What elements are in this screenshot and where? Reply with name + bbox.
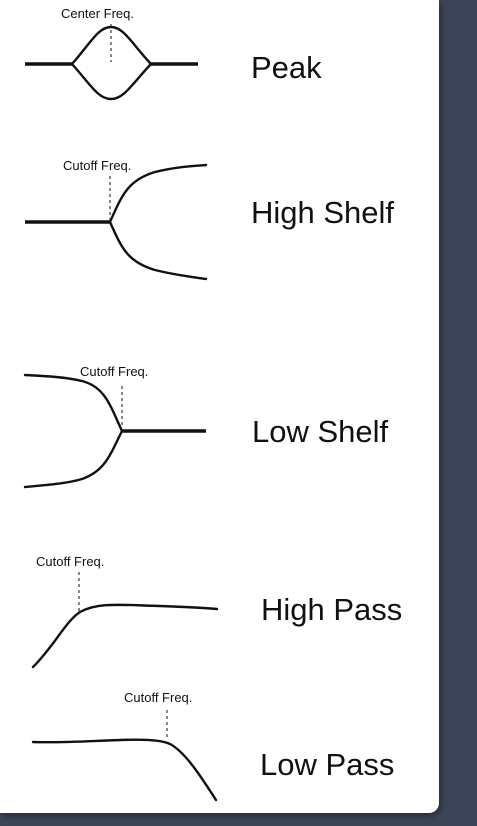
low-shelf-freq-label: Cutoff Freq. xyxy=(80,364,148,379)
filter-types-card: Center Freq. Cutoff Freq. Cutoff Freq. C… xyxy=(0,0,439,813)
low-pass-diagram: Cutoff Freq. xyxy=(31,690,218,802)
low-pass-label: Low Pass xyxy=(260,747,395,782)
low-shelf-cut-curve xyxy=(23,429,124,489)
low-shelf-label: Low Shelf xyxy=(252,414,389,449)
peak-cut-curve xyxy=(70,62,153,101)
low-shelf-diagram: Cutoff Freq. xyxy=(23,364,206,489)
peak-diagram: Center Freq. xyxy=(25,6,198,101)
high-shelf-boost-curve xyxy=(108,163,208,224)
high-pass-freq-label: Cutoff Freq. xyxy=(36,554,104,569)
high-pass-label: High Pass xyxy=(261,592,403,627)
low-pass-curve xyxy=(31,738,218,802)
high-shelf-freq-label: Cutoff Freq. xyxy=(63,158,131,173)
filter-diagrams: Center Freq. Cutoff Freq. Cutoff Freq. C… xyxy=(23,6,219,802)
peak-boost-curve xyxy=(70,25,153,66)
high-shelf-diagram: Cutoff Freq. xyxy=(25,158,208,281)
high-pass-curve xyxy=(31,603,219,669)
peak-freq-label: Center Freq. xyxy=(61,6,134,21)
high-pass-diagram: Cutoff Freq. xyxy=(31,554,219,669)
high-shelf-label: High Shelf xyxy=(251,195,395,230)
low-shelf-boost-curve xyxy=(23,373,124,433)
peak-label: Peak xyxy=(251,50,322,85)
low-pass-freq-label: Cutoff Freq. xyxy=(124,690,192,705)
high-shelf-cut-curve xyxy=(108,220,208,281)
